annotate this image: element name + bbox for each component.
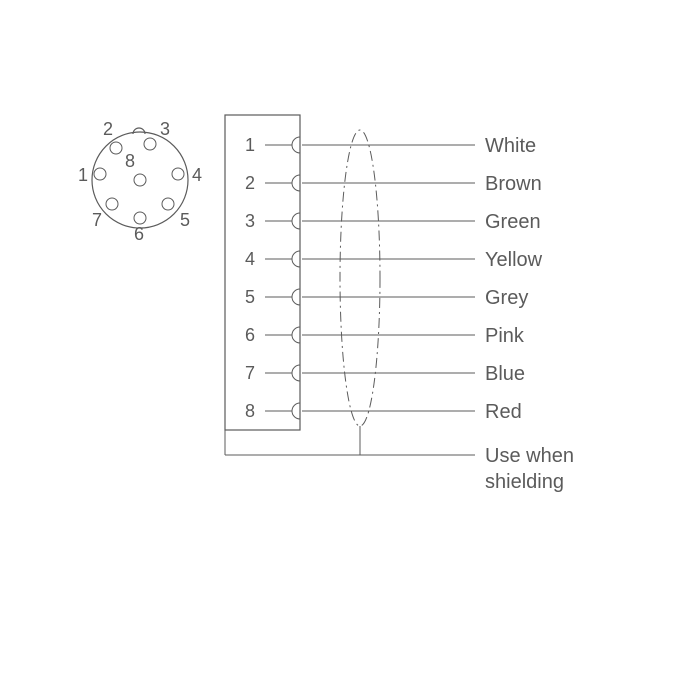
terminal-arc-1	[292, 137, 300, 153]
block-pin-number-5: 5	[245, 287, 255, 307]
block-pin-number-1: 1	[245, 135, 255, 155]
connector-pin-4	[172, 168, 184, 180]
block-pin-number-3: 3	[245, 211, 255, 231]
block-pin-number-8: 8	[245, 401, 255, 421]
wire-color-label-6: Pink	[485, 325, 525, 347]
connector-pin-label-8: 8	[125, 151, 135, 171]
block-pin-number-4: 4	[245, 249, 255, 269]
connector-pin-6	[134, 212, 146, 224]
connector-pin-label-5: 5	[180, 210, 190, 230]
block-pin-number-7: 7	[245, 363, 255, 383]
connector-pin-3	[144, 138, 156, 150]
wire-color-label-1: White	[485, 135, 536, 157]
connector-pin-label-1: 1	[78, 165, 88, 185]
block-pin-number-2: 2	[245, 173, 255, 193]
terminal-arc-6	[292, 327, 300, 343]
connector-pin-label-6: 6	[134, 224, 144, 244]
connector-pin-label-3: 3	[160, 119, 170, 139]
connector-pin-7	[106, 198, 118, 210]
connector-pin-8	[134, 174, 146, 186]
connector-pin-label-7: 7	[92, 210, 102, 230]
shield-label-line2: shielding	[485, 471, 564, 493]
wire-color-label-5: Grey	[485, 287, 528, 309]
connector-pin-5	[162, 198, 174, 210]
terminal-arc-2	[292, 175, 300, 191]
wire-color-label-8: Red	[485, 401, 522, 423]
terminal-arc-8	[292, 403, 300, 419]
terminal-arc-5	[292, 289, 300, 305]
wire-color-label-2: Brown	[485, 173, 542, 195]
connector-face-outline	[92, 132, 188, 228]
wire-color-label-4: Yellow	[485, 249, 543, 271]
connector-pin-2	[110, 142, 122, 154]
wire-color-label-7: Blue	[485, 363, 525, 385]
terminal-arc-7	[292, 365, 300, 381]
connector-key-notch	[133, 128, 145, 134]
terminal-arc-3	[292, 213, 300, 229]
shield-label-line1: Use when	[485, 445, 574, 467]
connector-pin-1	[94, 168, 106, 180]
terminal-block	[225, 115, 300, 430]
connector-pin-label-2: 2	[103, 119, 113, 139]
wire-color-label-3: Green	[485, 211, 541, 233]
connector-pin-label-4: 4	[192, 165, 202, 185]
wiring-diagram: 1 2 3 4 5 6 7 8 1 White 2 Brown 3 Green 4 Yellow 5 Grey 6 P…	[0, 0, 700, 700]
block-pin-number-6: 6	[245, 325, 255, 345]
shield-ellipse	[340, 130, 380, 426]
terminal-arc-4	[292, 251, 300, 267]
